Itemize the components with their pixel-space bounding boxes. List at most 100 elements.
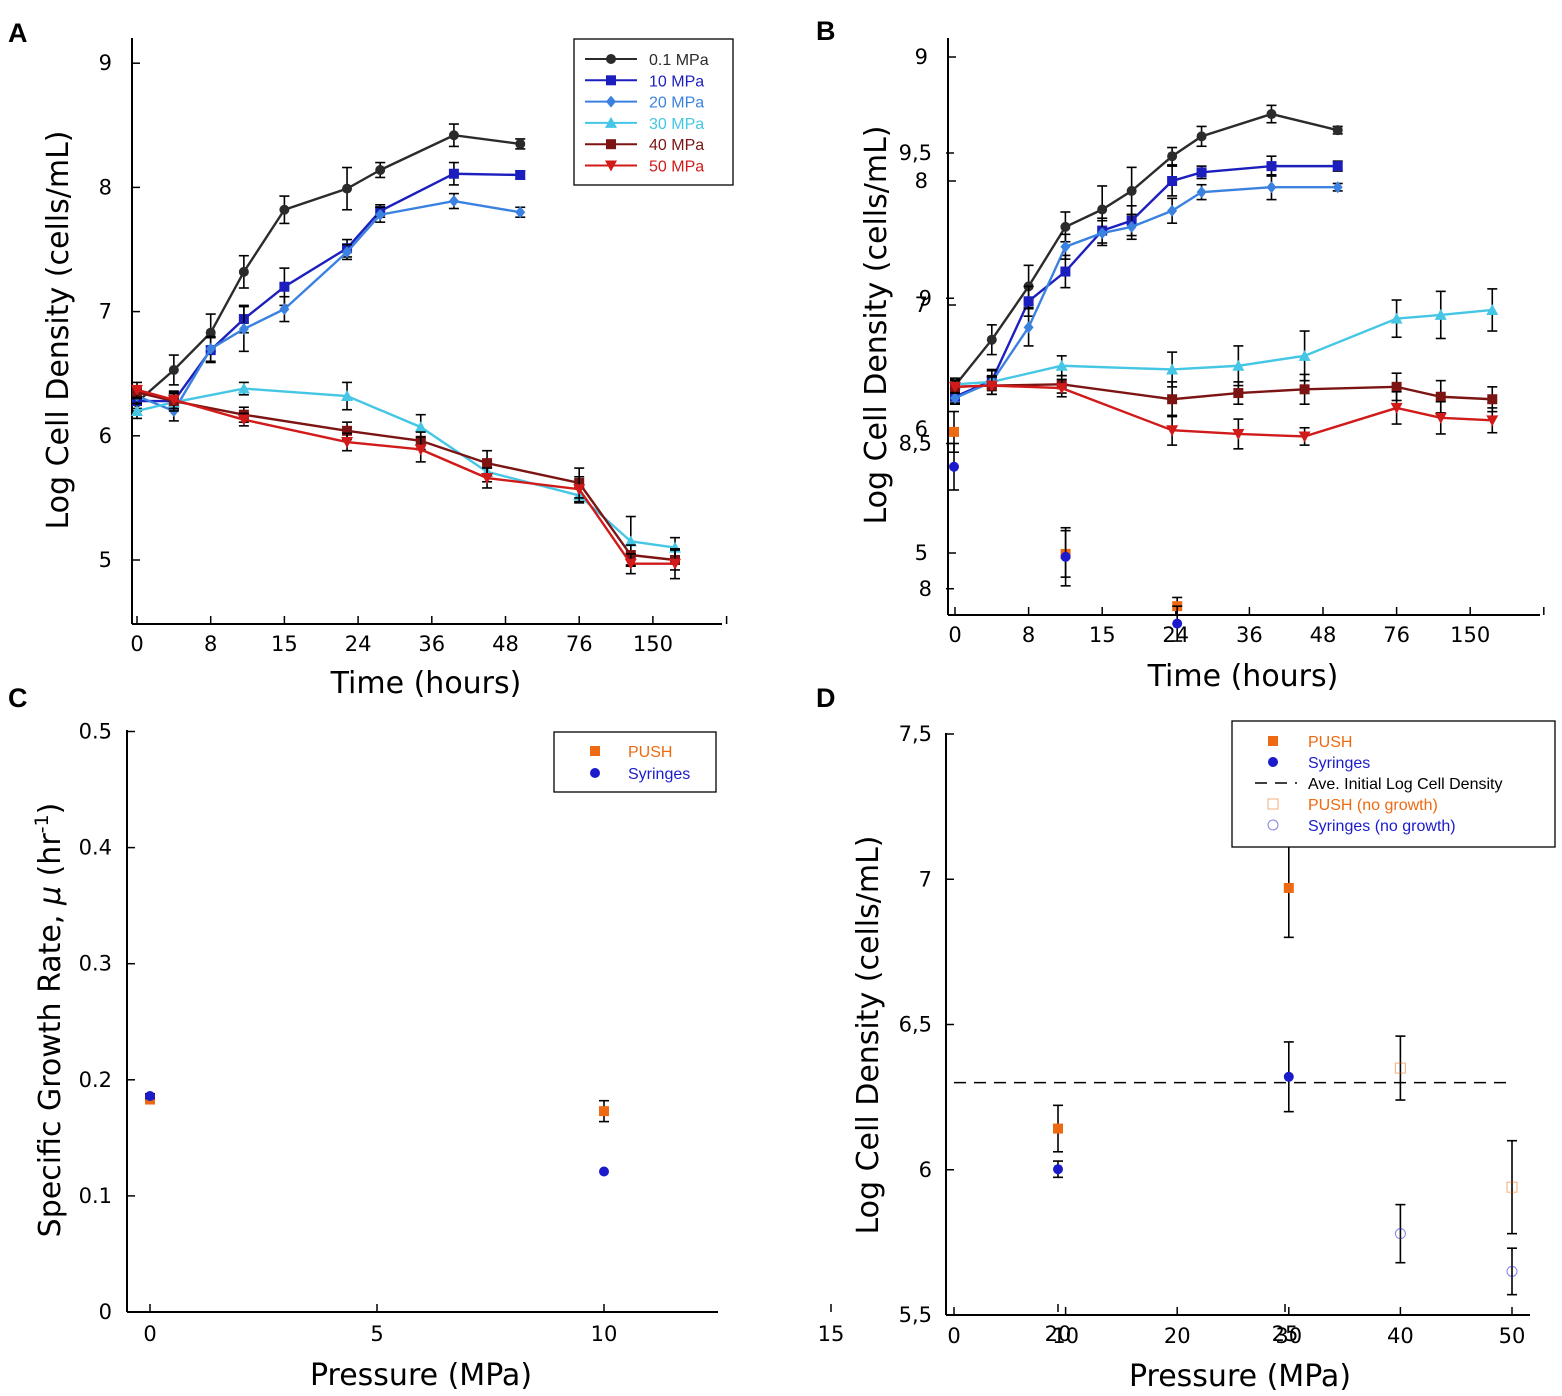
panel-b-y-tick-label: 9 [915,45,928,69]
legend-marker-20-mpa [606,95,616,108]
legend-label-10-mpa: 10 MPa [649,73,704,90]
panel-a-point-30-mpa [341,390,354,402]
panel-c-legend: PUSH Syringes [553,731,717,793]
legend-marker-50-mpa [605,160,617,172]
panel-c-y-axis-title-text: Specific Growth Rate, [33,905,68,1237]
panel-b-series-10-mpa [950,155,1343,404]
panel-c-x-tick-label: 25 [1272,1322,1299,1346]
panel-c-legend-label-push: PUSH [628,744,672,761]
panel-b-point-50-mpa [1390,402,1403,414]
panel-b-point-20-mpa [1167,204,1178,217]
panel-d-series-syringes-no-growth [1394,1203,1518,1296]
panel-d-legend-label-push: PUSH [1308,734,1352,751]
panel-c-y-tick-label: 0 [99,1300,112,1324]
panel-a-point-0-1-mpa [375,165,386,176]
panel-b-point-40-mpa [1487,394,1498,405]
legend-label-40-mpa: 40 MPa [649,137,704,154]
panel-a-legend: 0.1 MPa 10 MPa 20 MPa 30 MPa 40 MPa 50 MPa [573,38,734,186]
panel-label-b: B [816,16,836,46]
panel-c-y-axis-title-mu: μ [33,886,68,906]
panel-c-point-syringes [1053,1164,1063,1175]
panel-d-legend-label-syringes-no-growth: Syringes (no growth) [1308,818,1456,835]
panel-c-series-syringes [145,1091,1063,1179]
panel-a-y-tick-label: 7 [99,300,112,324]
legend-label-0-1-mpa: 0.1 MPa [649,52,709,69]
panel-a-point-0-1-mpa [238,266,249,277]
panel-b-y-tick-label: 8 [915,169,928,193]
panel-a-point-20-mpa [279,303,290,316]
panel-b-point-20-mpa [1023,321,1034,334]
panel-b-x-tick-label: 15 [1089,623,1116,647]
panel-b-line-30-mpa [954,308,1493,386]
panel-b-y-tick-label: 6 [915,417,928,441]
panel-d-legend: PUSH Syringes Ave. Initial Log Cell Densit… [1231,720,1556,848]
panel-a-point-10-mpa [515,169,526,180]
panel-b-x-tick-label: 150 [1450,623,1490,647]
panel-d-point-syringes [949,461,959,472]
panel-d-errorbar-push-no-growth [1507,1139,1517,1235]
panel-c-x-tick-label: 15 [818,1322,845,1346]
panel-b-point-10-mpa [1196,167,1207,178]
panel-b-point-30-mpa [1434,308,1447,320]
panel-a-point-30-mpa [237,382,250,394]
panel-d-point-syringes [1283,1071,1294,1082]
panel-c-series-push [145,1094,1063,1153]
panel-b-x-tick-label: 0 [948,623,961,647]
panel-d-point-push-no-growth [1506,1181,1518,1193]
panel-d-errorbar-syringes-no-growth [1507,1247,1517,1296]
panel-b-point-30-mpa [1166,363,1179,375]
panel-d-x-tick-label: 30 [1275,1324,1302,1348]
panel-a-series-50-mpa [131,381,682,580]
panel-b-point-40-mpa [1391,381,1402,392]
panel-label-a: A [8,18,28,48]
panel-a-x-tick-label: 15 [271,632,298,656]
panel-b-point-40-mpa [1435,391,1446,402]
panel-a-x-tick-label: 76 [566,632,593,656]
panel-d-series-syringes [949,442,1294,1113]
panel-b-point-40-mpa [1167,394,1178,405]
panel-b-point-0-1-mpa [1266,109,1277,120]
panel-a-point-40-mpa [342,425,353,436]
panel-b-y-tick-label: 5 [915,541,928,565]
panel-b-point-30-mpa [1298,349,1311,361]
panel-b-point-20-mpa [950,392,960,404]
panel-a-point-30-mpa [624,535,637,547]
panel-a-point-0-1-mpa [342,183,353,194]
panel-a-point-10-mpa [448,168,459,179]
panel-a-point-40-mpa [482,458,493,469]
panel-b-point-50-mpa [1486,415,1499,427]
legend-label-50-mpa: 50 MPa [649,159,704,176]
panel-c-y-axis-title-close: ) [33,803,68,815]
panel-b-point-50-mpa [1166,425,1179,437]
panel-d-legend-box [1231,720,1556,848]
panel-d-x-tick-label: 50 [1499,1324,1526,1348]
panel-d-x-tick-label: 10 [1052,1324,1079,1348]
panel-b-line-20-mpa [954,185,1338,400]
panel-c-point-syringes [145,1091,155,1102]
panel-d-point-push-no-growth [1394,1062,1406,1074]
panel-a-point-10-mpa [279,281,290,292]
panel-a-line-50-mpa [136,388,676,565]
panel-c-point-push [1053,1123,1063,1134]
legend-marker-10-mpa [606,75,616,86]
panel-a-point-30-mpa [131,404,143,416]
panel-b-point-10-mpa [1266,161,1277,172]
panel-d-y-tick-label: 9 [919,286,932,310]
panel-a-y-tick-label: 5 [99,548,112,572]
panel-b-point-10-mpa [1060,266,1071,277]
panel-c-point-push [599,1106,609,1117]
panel-b-point-20-mpa [1097,227,1108,240]
panel-d-point-syringes-no-growth [1506,1265,1518,1277]
panel-a-point-0-1-mpa [168,364,179,375]
panel-c-y-tick-label: 0.5 [79,720,112,744]
panel-d-errorbar-syringes-no-growth [1395,1203,1406,1264]
panel-d-y-tick-label: 7,5 [899,722,932,746]
panel-b-point-50-mpa [1434,412,1447,424]
panel-label-d: D [816,683,836,713]
panel-d-legend-label-push-no-growth: PUSH (no growth) [1308,797,1438,814]
panel-b-x-tick-label: 8 [1022,623,1035,647]
panel-b-point-30-mpa [1232,359,1245,371]
